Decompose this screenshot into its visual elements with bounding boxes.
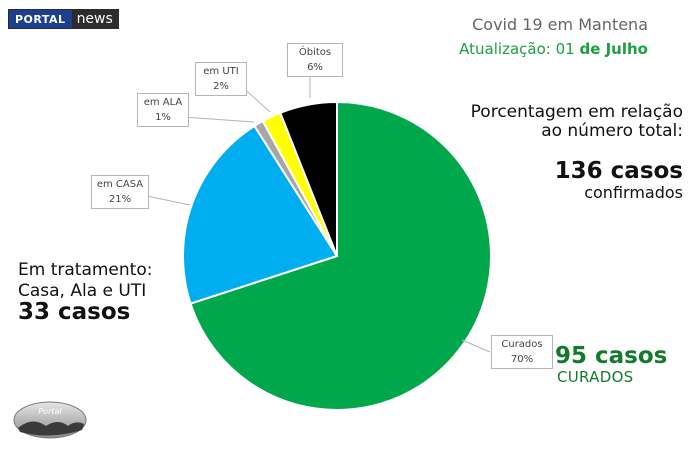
pie-slice-em-casa bbox=[182, 124, 339, 305]
update-date: Atualização: 01 de Julho bbox=[459, 40, 648, 58]
callout-curados: Curados 70% bbox=[491, 335, 553, 369]
total-cases-label: confirmados bbox=[584, 183, 683, 202]
pie-slice-curados bbox=[189, 100, 492, 411]
callout-uti-label: em UTI bbox=[203, 66, 239, 77]
treatment-line1: Em tratamento: bbox=[18, 260, 153, 280]
callout-ala-label: em ALA bbox=[143, 97, 183, 108]
update-month: de Julho bbox=[579, 40, 648, 58]
percent-note-line2: ao número total: bbox=[541, 121, 683, 141]
callout-curados-label: Curados bbox=[501, 339, 543, 350]
pie-slice--bitos bbox=[279, 100, 338, 257]
callout-ala-value: 1% bbox=[155, 112, 171, 123]
treatment-cases: 33 casos bbox=[18, 299, 131, 325]
total-cases: 136 casos bbox=[554, 158, 683, 184]
treatment-line2: Casa, Ala e UTI bbox=[18, 281, 147, 301]
callout-obitos: Óbitos 6% bbox=[287, 43, 343, 77]
callout-uti-value: 2% bbox=[213, 81, 229, 92]
callout-curados-value: 70% bbox=[510, 354, 534, 365]
update-prefix: Atualização: 01 bbox=[459, 40, 575, 58]
cured-cases-label: CURADOS bbox=[557, 368, 634, 386]
callout-casa-label: em CASA bbox=[96, 179, 144, 190]
callout-ala: em ALA 1% bbox=[137, 93, 189, 127]
badge-text: Portal bbox=[38, 407, 62, 416]
portal-news-logo: PORTAL news bbox=[8, 9, 119, 29]
percent-note: Porcentagem em relação ao número total: bbox=[455, 103, 683, 141]
callout-casa-value: 21% bbox=[108, 194, 132, 205]
percent-note-line1: Porcentagem em relação bbox=[470, 102, 683, 122]
callout-obitos-value: 6% bbox=[307, 62, 323, 73]
logo-part-news: news bbox=[71, 10, 118, 28]
logo-part-portal: PORTAL bbox=[9, 10, 72, 28]
callout-casa: em CASA 21% bbox=[91, 175, 149, 209]
pie-slices bbox=[182, 100, 492, 411]
callout-obitos-label: Óbitos bbox=[298, 47, 332, 58]
chart-title: Covid 19 em Mantena bbox=[472, 15, 648, 34]
cured-cases: 95 casos bbox=[555, 343, 668, 369]
portal-badge-logo: Portal bbox=[13, 401, 87, 439]
callout-uti: em UTI 2% bbox=[195, 62, 247, 96]
